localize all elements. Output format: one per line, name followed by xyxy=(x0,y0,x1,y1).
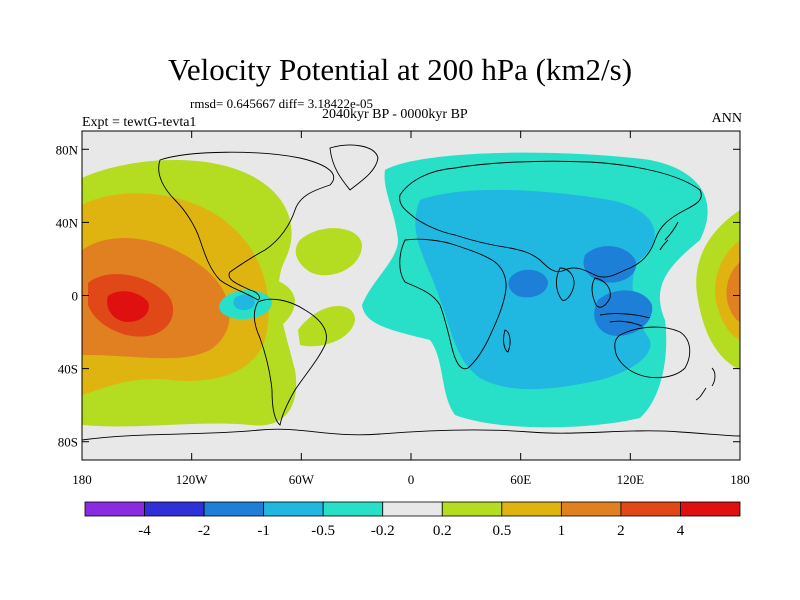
latitude-ticks: 80N 40N 0 40S 80S xyxy=(56,142,740,450)
colorbar-label: -0.2 xyxy=(371,523,395,539)
coast-india xyxy=(555,267,575,301)
coast-north-america xyxy=(158,151,335,301)
lat-tick-label: 80S xyxy=(58,435,78,450)
lat-tick-label: 0 xyxy=(72,289,79,304)
colorbar-swatch xyxy=(501,501,562,517)
lon-tick-label: 60E xyxy=(510,472,531,487)
lon-tick-label: 180 xyxy=(72,472,92,487)
coast-antarctica xyxy=(82,428,740,441)
coast-southeast-asia xyxy=(591,277,611,308)
season-label: ANN xyxy=(711,111,742,126)
lon-tick-label: 60W xyxy=(289,472,315,487)
contour-0.2-atlantic-south xyxy=(298,306,355,347)
page-title: Velocity Potential at 200 hPa (km2/s) xyxy=(167,52,633,87)
lon-tick-label: 120E xyxy=(617,472,645,487)
coast-greenland xyxy=(329,144,379,191)
colorbar-swatch xyxy=(620,501,681,517)
colorbar-label: -4 xyxy=(138,523,151,539)
longitude-ticks: 180 120W 60W 0 60E 120E 180 xyxy=(72,131,750,487)
lat-tick-label: 40S xyxy=(58,362,78,377)
colorbar-label: -1 xyxy=(257,523,270,539)
colorbar-label: 2 xyxy=(617,523,625,539)
coast-europe-asia xyxy=(399,160,702,278)
colorbar-swatch xyxy=(144,501,205,517)
contour-4 xyxy=(107,291,149,322)
colorbar-swatch xyxy=(322,501,384,517)
lon-tick-label: 120W xyxy=(176,472,209,487)
contour-neg-1-africa xyxy=(508,269,548,298)
period-text: 2040kyr BP - 0000kyr BP xyxy=(322,107,468,122)
colorbar: -4 -2 -1 -0.5 -0.2 0.2 0.5 1 2 4 xyxy=(84,501,741,539)
contour-0.2-atlantic-north xyxy=(295,228,362,276)
colorbar-label: 0.2 xyxy=(433,523,452,539)
lon-tick-label: 180 xyxy=(730,472,750,487)
coast-africa xyxy=(399,238,507,370)
colorbar-swatch xyxy=(441,501,503,517)
colorbar-swatch xyxy=(263,501,324,517)
colorbar-label: -2 xyxy=(198,523,211,539)
colorbar-swatch xyxy=(560,501,622,517)
colorbar-swatch xyxy=(382,501,443,517)
colorbar-swatch xyxy=(203,501,265,517)
coast-new-zealand xyxy=(695,367,716,401)
coast-japan xyxy=(659,221,679,251)
contour-americas-neg-0.5 xyxy=(233,294,255,311)
contour-east-1 xyxy=(726,262,740,322)
coast-south-america xyxy=(253,298,327,426)
coast-indonesia xyxy=(599,313,651,327)
lat-tick-label: 80N xyxy=(56,142,79,157)
colorbar-swatch xyxy=(84,501,145,517)
colorbar-swatch xyxy=(680,501,741,517)
lat-tick-label: 40N xyxy=(56,215,79,230)
experiment-label: Expt = tewtG-tevta1 xyxy=(82,115,197,130)
colorbar-label: 4 xyxy=(677,523,685,539)
coastlines xyxy=(82,144,740,441)
statistics-text: rmsd= 0.645667 diff= 3.18422e-05 xyxy=(190,96,374,111)
contour-fill-layer xyxy=(82,152,740,428)
colorbar-label: 0.5 xyxy=(492,523,511,539)
lon-tick-label: 0 xyxy=(408,472,415,487)
colorbar-label: 1 xyxy=(558,523,566,539)
coast-australia xyxy=(614,326,691,379)
coast-madagascar xyxy=(503,329,511,353)
contour-neg-1-south-asia xyxy=(583,246,637,283)
colorbar-label: -0.5 xyxy=(311,523,335,539)
